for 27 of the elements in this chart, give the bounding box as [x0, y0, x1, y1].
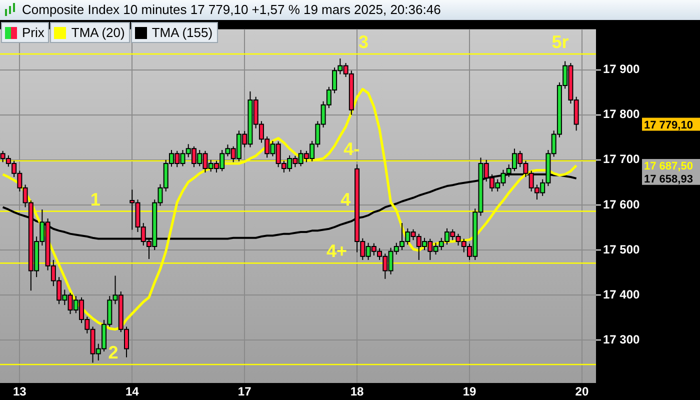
- annotation: 4: [340, 189, 351, 210]
- x-tick-label: 14: [125, 384, 140, 399]
- annotation: 1: [90, 189, 100, 210]
- chart-title: Composite Index 10 minutes 17 779,10 +1,57 % 19 mars 2025, 20:36:46: [22, 2, 441, 17]
- text: 17 779,10: [644, 119, 693, 132]
- annotation: 4-: [344, 138, 360, 159]
- y-tick-label: 17 400: [603, 287, 640, 302]
- legend-label: Prix: [22, 25, 44, 40]
- x-tick-label: 17: [238, 384, 252, 399]
- y-tick-label: 17 500: [603, 242, 640, 256]
- x-tick-label: 13: [13, 384, 27, 399]
- y-tick-label: 17 600: [603, 197, 640, 212]
- y-tick-label: 17 800: [603, 107, 640, 122]
- annotation: 4+: [326, 241, 348, 262]
- text: 17 658,93: [644, 173, 693, 186]
- legend-label: TMA (20): [71, 25, 125, 40]
- annotation: 5r: [552, 32, 569, 52]
- legend-label: TMA (155): [152, 25, 213, 40]
- y-tick-label: 17 300: [603, 332, 640, 346]
- x-tick-label: 20: [575, 384, 589, 399]
- x-tick-label: 19: [462, 384, 476, 399]
- annotation: 2: [108, 342, 118, 362]
- x-tick-label: 18: [350, 384, 364, 399]
- text: 17 687,50: [644, 160, 693, 173]
- annotation: 3: [358, 32, 369, 52]
- y-tick-label: 17 900: [603, 62, 640, 76]
- y-tick-label: 17 700: [603, 152, 640, 166]
